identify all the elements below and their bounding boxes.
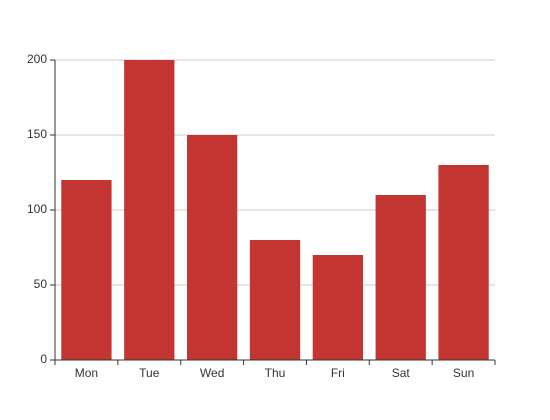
x-tick-label-sat: Sat (392, 366, 411, 380)
x-tick-label-wed: Wed (200, 366, 224, 380)
y-tick-label: 0 (40, 352, 47, 366)
bars (61, 60, 489, 360)
x-tick-label-sun: Sun (453, 366, 474, 380)
x-tick-label-tue: Tue (139, 366, 160, 380)
x-tick-label-thu: Thu (265, 366, 286, 380)
axes (50, 59, 496, 365)
bar-thu (249, 240, 301, 360)
bar-mon (61, 180, 112, 360)
y-tick-label: 100 (27, 202, 47, 216)
bar-tue (124, 60, 175, 360)
bar-sat (375, 195, 426, 360)
y-tick-label: 50 (34, 277, 48, 291)
bar-sun (438, 165, 489, 360)
y-tick-label: 200 (27, 52, 47, 66)
y-tick-label: 150 (27, 127, 47, 141)
tick-labels: 0 50 100 150 200 Mon Tue Wed Thu Fri Sat Sun (27, 52, 474, 380)
x-tick-label-mon: Mon (75, 366, 98, 380)
bar-fri (312, 255, 363, 360)
x-tick-label-fri: Fri (331, 366, 345, 380)
bar-wed (187, 135, 238, 360)
